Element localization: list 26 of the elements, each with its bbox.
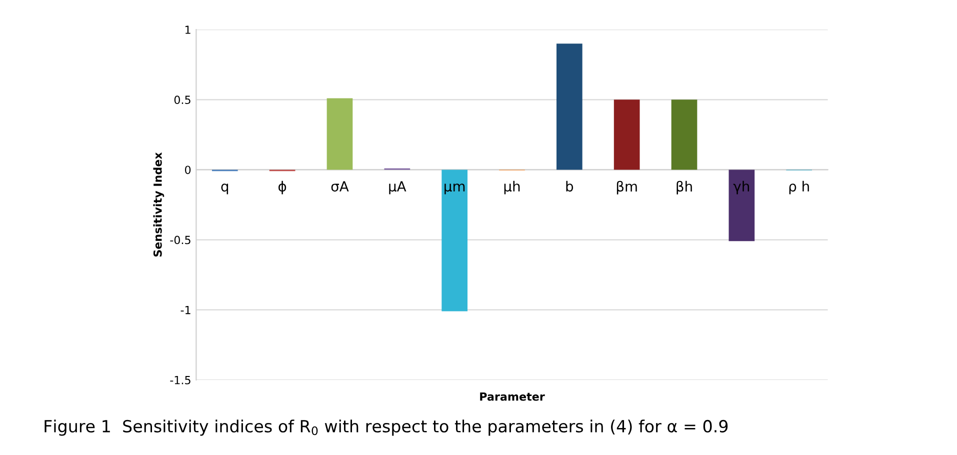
x-tick-label: βh	[676, 180, 692, 194]
bar	[614, 100, 640, 170]
x-tick-label: μA	[389, 181, 406, 194]
bar	[326, 98, 353, 170]
x-tick-label: ϕ	[278, 180, 286, 194]
bar	[556, 44, 582, 170]
y-tick-label: -0.5	[170, 236, 190, 244]
x-tick-label: βm	[616, 180, 637, 194]
x-axis-title: Parameter	[480, 392, 545, 401]
y-tick-label: -1.5	[170, 376, 190, 384]
y-tick-label: 0.5	[174, 96, 190, 104]
x-tick-label: γh	[733, 180, 750, 194]
bar	[442, 170, 468, 312]
bar	[728, 170, 755, 242]
y-axis-title: Sensitivity Index	[153, 152, 164, 257]
x-tick-label: ρ h	[789, 180, 809, 194]
x-tick-label: μm	[444, 184, 465, 194]
y-tick-label: 1	[185, 26, 190, 34]
caption: Figure 1 Sensitivity indices of R$_{0}$ with respect to the parameters in (4) for α = 0.9	[44, 420, 728, 436]
x-tick-label: μh	[504, 180, 520, 194]
bar	[671, 100, 698, 170]
x-tick-label: σA	[331, 181, 349, 192]
x-tick-label: q	[221, 184, 228, 194]
y-tick-label: 0	[184, 166, 191, 174]
x-tick-label: b	[566, 180, 574, 192]
y-tick-label: -1	[180, 306, 190, 314]
